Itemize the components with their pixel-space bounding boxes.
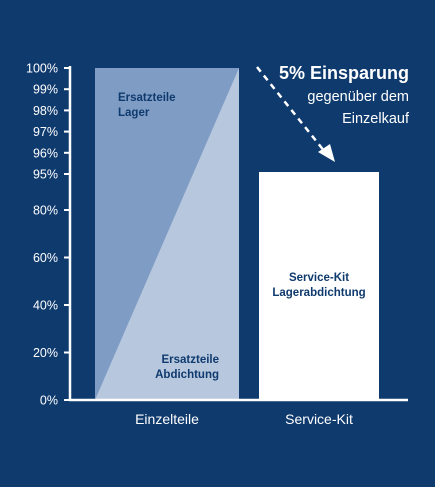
y-tick-label: 100% xyxy=(26,62,58,76)
segment-label-abdichtung: Ersatzteile xyxy=(161,354,219,366)
y-tick-label: 80% xyxy=(33,204,58,218)
segment-label-abdichtung: Abdichtung xyxy=(155,369,219,381)
axis-group: 0% 20% 40% 60% 80% 95% 96% 97% 98% 99% 100% xyxy=(26,62,408,408)
bar-einzelteile-segment-lager xyxy=(95,68,239,400)
y-tick-label: 60% xyxy=(33,251,58,265)
y-tick-label: 99% xyxy=(33,83,58,97)
segment-label-lager: Lager xyxy=(118,107,150,119)
y-tick-label: 98% xyxy=(33,104,58,118)
y-tick-label: 96% xyxy=(33,146,58,160)
callout-line-2: gegenüber dem xyxy=(307,89,409,105)
labels-group: Einzelteile Service-Kit Ersatzteile Lager Er… xyxy=(118,92,366,427)
callout-headline: 5% Einsparung xyxy=(279,63,409,83)
callout-arrow-line xyxy=(256,66,326,153)
callout-group: 5% Einsparung gegenüber dem Einzelkauf xyxy=(256,63,410,162)
x-category-label: Service-Kit xyxy=(285,411,353,427)
segment-label-service-kit: Service-Kit xyxy=(289,272,349,284)
y-tick-label: 40% xyxy=(33,299,58,313)
y-tick-label: 97% xyxy=(33,125,58,139)
segment-label-service-kit: Lagerabdichtung xyxy=(272,287,365,299)
y-tick-label: 95% xyxy=(33,168,58,182)
y-tick-label: 20% xyxy=(33,346,58,360)
callout-arrow-head xyxy=(318,144,335,162)
bars-group xyxy=(95,68,379,400)
x-category-label: Einzelteile xyxy=(135,411,199,427)
callout-line-3: Einzelkauf xyxy=(342,111,410,127)
y-tick-label: 0% xyxy=(40,394,58,408)
segment-label-lager: Ersatzteile xyxy=(118,92,176,104)
bar-service-kit xyxy=(259,172,379,400)
